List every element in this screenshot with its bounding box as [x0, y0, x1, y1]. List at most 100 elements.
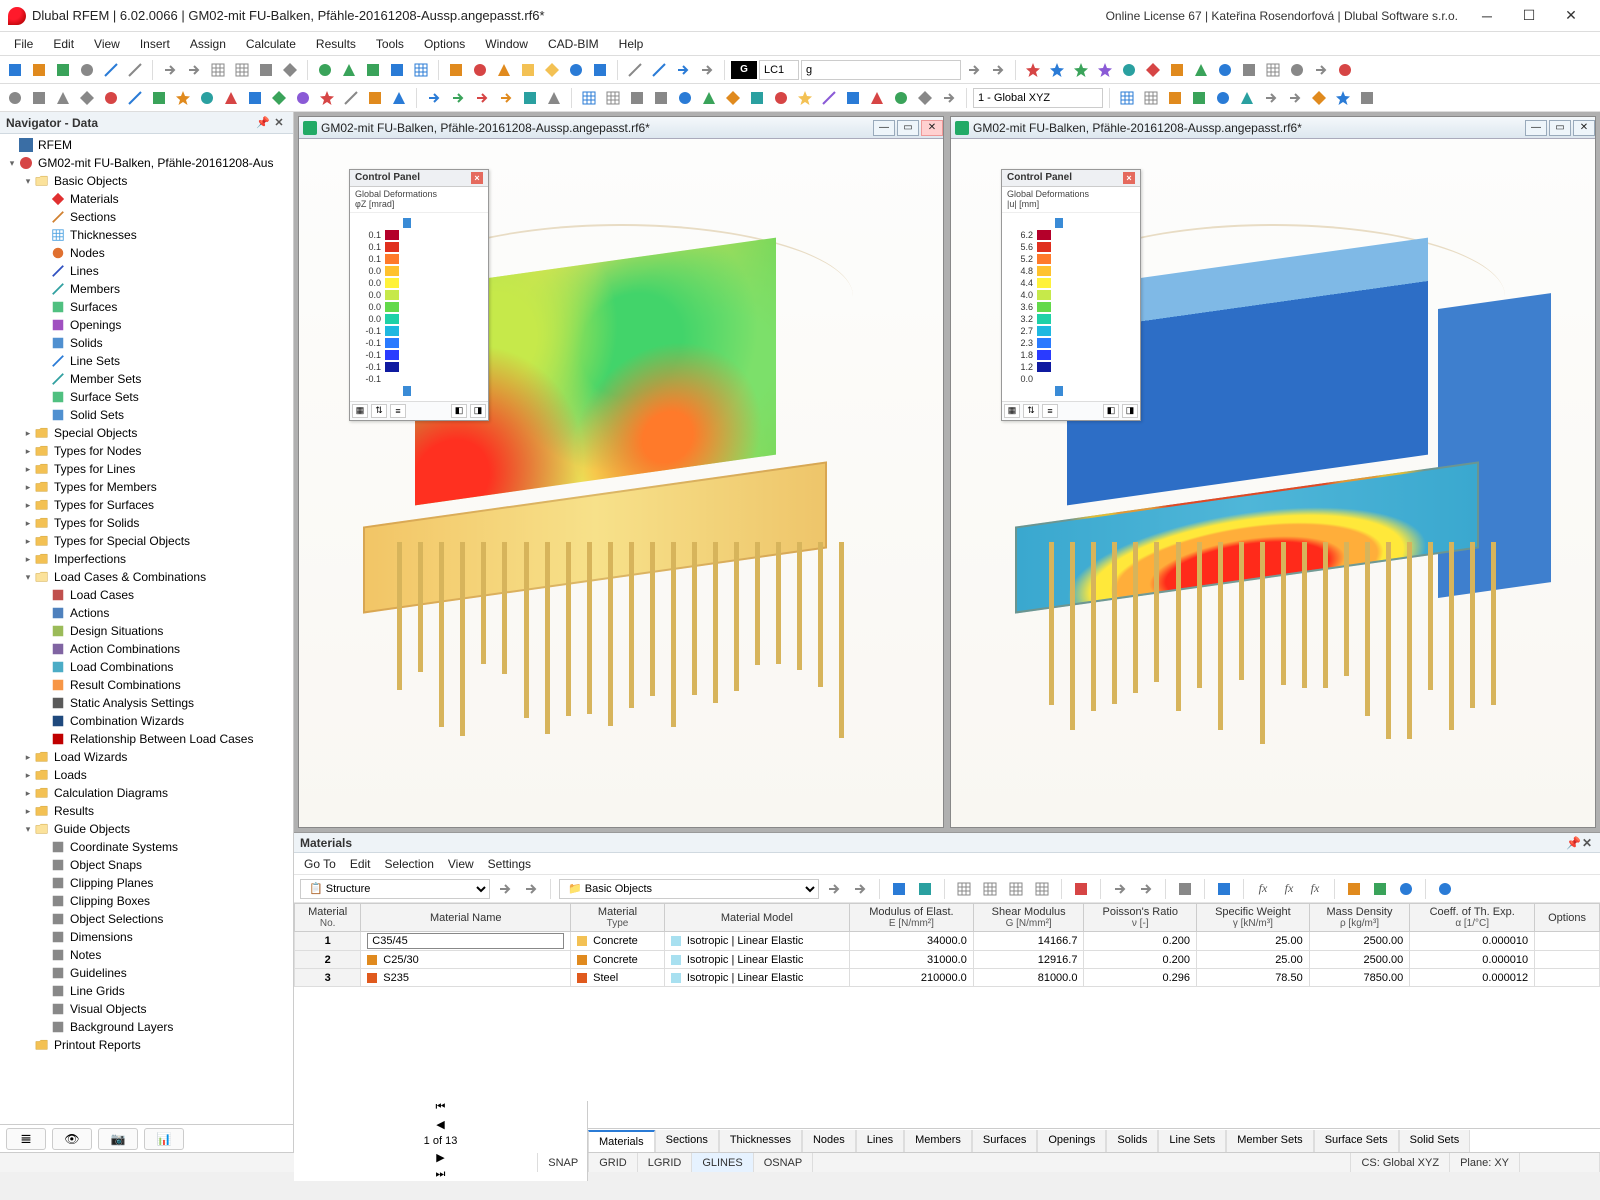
mat-col-header[interactable]: Coeff. of Th. Exp.α [1/°C]	[1410, 904, 1535, 932]
tool-icon[interactable]	[543, 87, 565, 109]
tool-icon[interactable]	[1214, 59, 1236, 81]
tool-icon[interactable]	[364, 87, 386, 109]
mat-tab-materials[interactable]: Materials	[588, 1130, 655, 1152]
mat-structure-select[interactable]: 📋 Structure	[300, 879, 490, 899]
materials-pin-icon[interactable]: 📌	[1566, 836, 1580, 850]
tool-icon[interactable]	[565, 59, 587, 81]
tool-icon[interactable]	[1190, 59, 1212, 81]
mat-menu-settings[interactable]: Settings	[488, 857, 531, 871]
mat-tool-icon[interactable]	[1005, 878, 1027, 900]
tree-item-members[interactable]: Members	[0, 280, 293, 298]
status-mode-lgrid[interactable]: LGRID	[638, 1153, 693, 1172]
menu-view[interactable]: View	[84, 32, 130, 55]
tree-item-line-sets[interactable]: Line Sets	[0, 352, 293, 370]
tree-loadcases[interactable]: ▾Load Cases & Combinations	[0, 568, 293, 586]
mat-nav-next[interactable]	[520, 878, 542, 900]
cp-left-close-icon[interactable]: ×	[471, 172, 483, 184]
tool-icon[interactable]	[1284, 87, 1306, 109]
status-mode-osnap[interactable]: OSNAP	[754, 1153, 814, 1172]
tool-icon[interactable]	[445, 59, 467, 81]
tool-icon[interactable]	[220, 87, 242, 109]
tool-icon[interactable]	[100, 87, 122, 109]
mat-tool-icon[interactable]	[1109, 878, 1131, 900]
mat-fx-icon[interactable]: fx	[1278, 878, 1300, 900]
tool-icon[interactable]	[495, 87, 517, 109]
tree-item-clipping-boxes[interactable]: Clipping Boxes	[0, 892, 293, 910]
mat-col-header[interactable]: MaterialNo.	[295, 904, 361, 932]
tree-item-solids[interactable]: Solids	[0, 334, 293, 352]
tree-item-actions[interactable]: Actions	[0, 604, 293, 622]
mat-col-header[interactable]: MaterialType	[571, 904, 665, 932]
tree-item-dimensions[interactable]: Dimensions	[0, 928, 293, 946]
loadcase-desc[interactable]	[801, 60, 961, 80]
tool-icon[interactable]	[648, 59, 670, 81]
tree-item-result-combinations[interactable]: Result Combinations	[0, 676, 293, 694]
tree-item-materials[interactable]: Materials	[0, 190, 293, 208]
tool-icon[interactable]	[148, 87, 170, 109]
close-button[interactable]: ✕	[1550, 3, 1592, 29]
mat-col-header[interactable]: Material Model	[664, 904, 849, 932]
tool-icon[interactable]	[519, 87, 541, 109]
view-left-min[interactable]: —	[873, 120, 895, 136]
tool-icon[interactable]	[1238, 59, 1260, 81]
tool-icon[interactable]	[447, 87, 469, 109]
tool-icon[interactable]	[626, 87, 648, 109]
tool-icon[interactable]	[1140, 87, 1162, 109]
cp-tool-icon[interactable]: ⇅	[371, 404, 387, 418]
mat-name-input[interactable]	[367, 933, 564, 949]
tool-icon[interactable]	[268, 87, 290, 109]
tool-icon[interactable]	[866, 87, 888, 109]
tool-icon[interactable]	[1212, 87, 1234, 109]
lc-nav-icon[interactable]	[963, 59, 985, 81]
loadcase-select[interactable]	[759, 60, 799, 80]
mat-nav-prev[interactable]	[494, 878, 516, 900]
tree-item-static-analysis-settings[interactable]: Static Analysis Settings	[0, 694, 293, 712]
tool-icon[interactable]	[159, 59, 181, 81]
mat-tool-icon[interactable]	[1369, 878, 1391, 900]
navigator-close-icon[interactable]: ✕	[271, 116, 287, 129]
tree-item-line-grids[interactable]: Line Grids	[0, 982, 293, 1000]
tool-icon[interactable]	[746, 87, 768, 109]
tree-item-object-snaps[interactable]: Object Snaps	[0, 856, 293, 874]
navigator-tab-results[interactable]: 📊	[144, 1128, 184, 1150]
tool-icon[interactable]	[1332, 87, 1354, 109]
tool-icon[interactable]	[914, 87, 936, 109]
tree-item-visual-objects[interactable]: Visual Objects	[0, 1000, 293, 1018]
tree-item-surfaces[interactable]: Surfaces	[0, 298, 293, 316]
mat-tab-sections[interactable]: Sections	[655, 1130, 719, 1152]
tool-icon[interactable]	[314, 59, 336, 81]
tool-icon[interactable]	[1310, 59, 1332, 81]
tool-icon[interactable]	[722, 87, 744, 109]
menu-results[interactable]: Results	[306, 32, 366, 55]
tool-icon[interactable]	[1262, 59, 1284, 81]
tree-item-types-for-nodes[interactable]: ▸Types for Nodes	[0, 442, 293, 460]
view-left-close[interactable]: ✕	[921, 120, 943, 136]
tree-item-types-for-lines[interactable]: ▸Types for Lines	[0, 460, 293, 478]
tree-item-imperfections[interactable]: ▸Imperfections	[0, 550, 293, 568]
view-right-min[interactable]: —	[1525, 120, 1547, 136]
tree-basic-objects[interactable]: ▾Basic Objects	[0, 172, 293, 190]
tool-icon[interactable]	[76, 87, 98, 109]
mat-col-header[interactable]: Options	[1535, 904, 1600, 932]
view-left-max[interactable]: ▭	[897, 120, 919, 136]
mat-tool-icon[interactable]	[953, 878, 975, 900]
tool-icon[interactable]	[517, 59, 539, 81]
tool-icon[interactable]	[124, 59, 146, 81]
minimize-button[interactable]: ─	[1466, 3, 1508, 29]
tool-icon[interactable]	[340, 87, 362, 109]
tree-item-load-cases[interactable]: Load Cases	[0, 586, 293, 604]
tree-item-object-selections[interactable]: Object Selections	[0, 910, 293, 928]
mat-tool-icon[interactable]	[914, 878, 936, 900]
tree-item-clipping-planes[interactable]: Clipping Planes	[0, 874, 293, 892]
mat-tool-icon[interactable]	[1213, 878, 1235, 900]
tool-icon[interactable]	[471, 87, 493, 109]
tool-icon[interactable]	[292, 87, 314, 109]
tool-icon[interactable]	[589, 59, 611, 81]
tool-icon[interactable]	[624, 59, 646, 81]
mat-fx-icon[interactable]: fx	[1304, 878, 1326, 900]
tool-icon[interactable]	[76, 59, 98, 81]
tool-icon[interactable]	[28, 59, 50, 81]
view-right-max[interactable]: ▭	[1549, 120, 1571, 136]
menu-assign[interactable]: Assign	[180, 32, 236, 55]
cp-tool-icon[interactable]: ▦	[1004, 404, 1020, 418]
